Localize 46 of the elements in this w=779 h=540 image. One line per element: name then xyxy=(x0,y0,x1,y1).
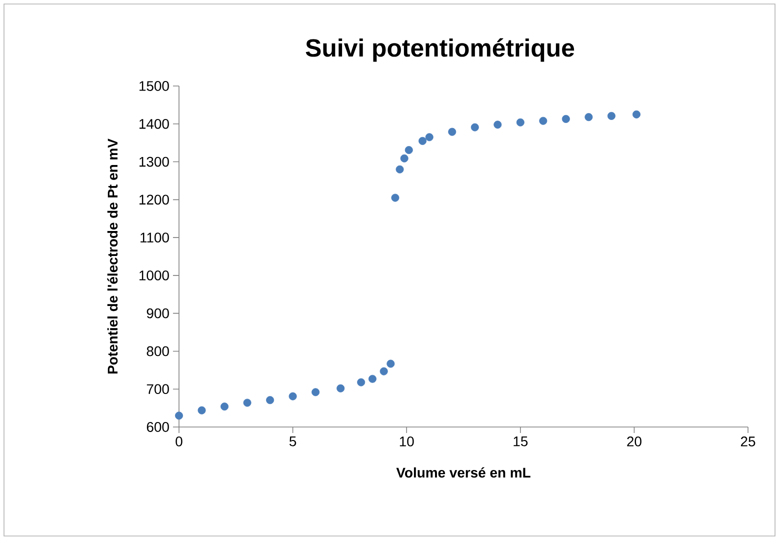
point xyxy=(243,398,252,407)
point xyxy=(312,388,320,396)
x-tick-label: 20 xyxy=(627,436,642,446)
point xyxy=(425,133,434,142)
x-tick-label: 25 xyxy=(740,436,756,446)
y-tick-label: 900 xyxy=(146,308,169,318)
point xyxy=(400,154,408,162)
point xyxy=(584,113,593,122)
point xyxy=(562,114,570,123)
point xyxy=(368,374,376,383)
x-tick-label: 5 xyxy=(289,436,296,446)
x-tick-label: 15 xyxy=(514,436,528,446)
chart-title: Suivi potentiométrique xyxy=(306,38,574,62)
y-tick-label: 1300 xyxy=(140,156,169,167)
point xyxy=(391,194,400,202)
point xyxy=(418,136,427,145)
point xyxy=(396,165,404,174)
point xyxy=(220,402,229,411)
x-tick-label: 0 xyxy=(176,436,182,446)
point xyxy=(288,392,297,400)
y-tick-label: 1100 xyxy=(140,232,169,242)
point xyxy=(336,384,345,392)
point xyxy=(470,123,479,132)
y-axis-title: Potentiel de l'électrode de Pt en mV xyxy=(107,138,118,374)
point xyxy=(448,128,456,136)
y-tick-label: 600 xyxy=(146,422,169,432)
y-tick-label: 800 xyxy=(146,346,169,356)
point xyxy=(607,112,616,120)
point xyxy=(357,378,366,386)
point xyxy=(266,396,274,404)
x-tick-label: 10 xyxy=(400,436,414,446)
x-axis-title: Volume versé en mL xyxy=(396,467,530,478)
point xyxy=(198,406,206,414)
point xyxy=(386,360,395,368)
y-tick-label: 700 xyxy=(146,384,169,394)
y-tick-label: 1500 xyxy=(140,81,169,91)
point xyxy=(380,367,388,376)
point xyxy=(404,146,413,154)
point xyxy=(539,116,548,125)
y-tick-label: 1000 xyxy=(140,270,169,280)
point xyxy=(175,412,183,420)
point xyxy=(632,110,640,118)
point xyxy=(494,120,502,129)
y-tick-label: 1200 xyxy=(140,194,169,205)
point xyxy=(516,118,524,126)
y-tick-label: 1400 xyxy=(140,118,169,129)
